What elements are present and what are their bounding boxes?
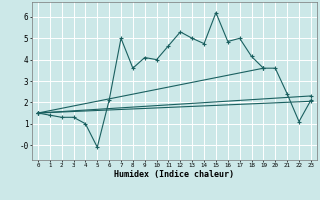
X-axis label: Humidex (Indice chaleur): Humidex (Indice chaleur) xyxy=(115,170,234,179)
